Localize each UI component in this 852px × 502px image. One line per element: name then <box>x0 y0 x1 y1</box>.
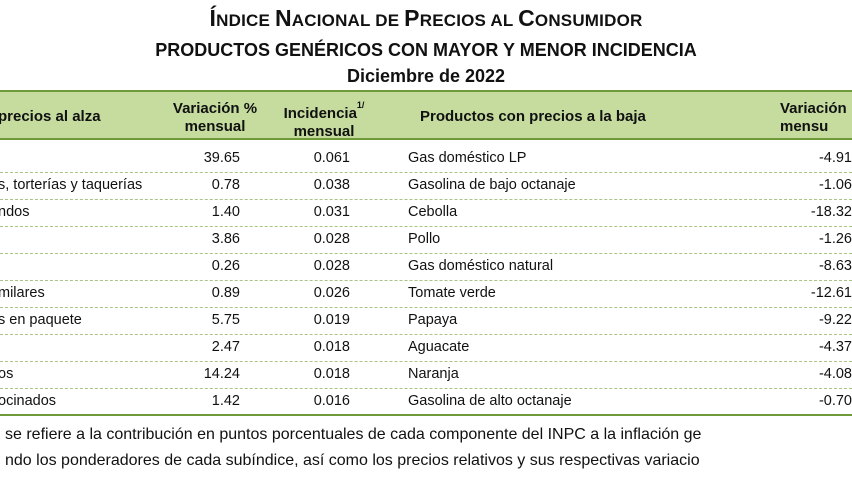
title-part: N <box>274 5 292 31</box>
incidence: 0.028 <box>313 231 350 247</box>
variation-down: -1.26 <box>818 231 852 247</box>
incidence: 0.061 <box>313 150 350 166</box>
product-up: ocinados <box>0 393 57 409</box>
product-down: Cebolla <box>408 204 458 220</box>
table-row: ocinados 1.42 0.016 Gasolina de alto oct… <box>0 389 852 416</box>
incidence: 0.026 <box>313 285 350 301</box>
variation-up: 2.47 <box>211 339 240 355</box>
incidence: 0.019 <box>313 312 350 328</box>
header-down-products: Productos con precios a la baja <box>420 108 646 125</box>
report-title: ÍNDICE NACIONAL DE PRECIOS AL CONSUMIDOR <box>0 5 852 32</box>
product-down: Aguacate <box>408 339 470 355</box>
variation-up: 1.40 <box>211 204 240 220</box>
variation-down: -4.08 <box>818 366 852 382</box>
variation-down: -4.91 <box>818 150 852 166</box>
variation-up: 3.86 <box>211 231 240 247</box>
variation-down: -0.70 <box>818 393 852 409</box>
variation-down: -8.63 <box>818 258 852 274</box>
table-row: 2.47 0.018 Aguacate -4.37 <box>0 335 852 362</box>
title-part: Í <box>209 5 217 31</box>
variation-down: -1.06 <box>818 177 852 193</box>
footnote-marker: 1/ <box>356 100 365 110</box>
variation-up: 0.78 <box>211 177 240 193</box>
incidence: 0.031 <box>313 204 350 220</box>
report-period: Diciembre de 2022 <box>346 66 506 86</box>
title-part: C <box>518 5 535 31</box>
variation-down: -12.61 <box>810 285 852 301</box>
footnote-line: ndo los ponderadores de cada subíndice, … <box>5 452 700 469</box>
product-down: Gas doméstico LP <box>408 150 527 166</box>
product-down: Tomate verde <box>408 285 496 301</box>
table-row: os 14.24 0.018 Naranja -4.08 <box>0 362 852 389</box>
table-header: precios al alza Variación % mensual Inci… <box>0 90 852 140</box>
header-variation-down-line: Variación <box>780 100 847 117</box>
variation-up: 0.26 <box>211 258 240 274</box>
product-down: Pollo <box>408 231 441 247</box>
title-part: ONSUMIDOR <box>534 11 643 30</box>
variation-up: 14.24 <box>203 366 240 382</box>
header-variation-down: Variación mensu <box>780 100 852 136</box>
incidence: 0.038 <box>313 177 350 193</box>
title-part: NDICE <box>216 11 275 30</box>
table-row: 0.26 0.028 Gas doméstico natural -8.63 <box>0 254 852 281</box>
table-row: 39.65 0.061 Gas doméstico LP -4.91 <box>0 146 852 173</box>
product-up: s en paquete <box>0 312 82 328</box>
incidence: 0.016 <box>313 393 350 409</box>
variation-up: 39.65 <box>203 150 240 166</box>
title-part: RECIOS AL <box>419 11 519 30</box>
variation-up: 1.42 <box>211 393 240 409</box>
header-incidence: Incidencia1/ mensual <box>278 100 370 141</box>
incidence: 0.018 <box>313 366 350 382</box>
title-part: ACIONAL DE <box>291 11 405 30</box>
variation-up: 0.89 <box>211 285 240 301</box>
product-up: s, torterías y taquerías <box>0 177 143 193</box>
report-subtitle: PRODUCTOS GENÉRICOS CON MAYOR Y MENOR IN… <box>155 40 697 60</box>
header-incidence-line: mensual <box>293 123 355 140</box>
table-body: 39.65 0.061 Gas doméstico LP -4.91 s, to… <box>0 146 852 416</box>
incidence: 0.018 <box>313 339 350 355</box>
header-variation-down-line: mensu <box>780 118 829 135</box>
footnote-line: se refiere a la contribución en puntos p… <box>5 426 702 443</box>
table-row: milares 0.89 0.026 Tomate verde -12.61 <box>0 281 852 308</box>
table-row: s, torterías y taquerías 0.78 0.038 Gaso… <box>0 173 852 200</box>
header-incidence-line: Incidencia <box>283 105 357 122</box>
product-up: os <box>0 366 14 382</box>
incidence: 0.028 <box>313 258 350 274</box>
variation-down: -4.37 <box>818 339 852 355</box>
header-variation: Variación % mensual <box>160 100 270 136</box>
title-part: P <box>404 5 420 31</box>
product-down: Gas doméstico natural <box>408 258 554 274</box>
product-down: Naranja <box>408 366 459 382</box>
variation-down: -18.32 <box>810 204 852 220</box>
table-row: s en paquete 5.75 0.019 Papaya -9.22 <box>0 308 852 335</box>
product-up: ndos <box>0 204 30 220</box>
product-down: Papaya <box>408 312 458 328</box>
header-up-products: precios al alza <box>0 108 101 125</box>
header-variation-line: Variación % <box>172 100 258 117</box>
product-up: milares <box>0 285 45 301</box>
product-down: Gasolina de bajo octanaje <box>408 177 576 193</box>
header-variation-line: mensual <box>184 118 246 135</box>
variation-up: 5.75 <box>211 312 240 328</box>
table-row: 3.86 0.028 Pollo -1.26 <box>0 227 852 254</box>
table-row: ndos 1.40 0.031 Cebolla -18.32 <box>0 200 852 227</box>
product-down: Gasolina de alto octanaje <box>408 393 572 409</box>
variation-down: -9.22 <box>818 312 852 328</box>
